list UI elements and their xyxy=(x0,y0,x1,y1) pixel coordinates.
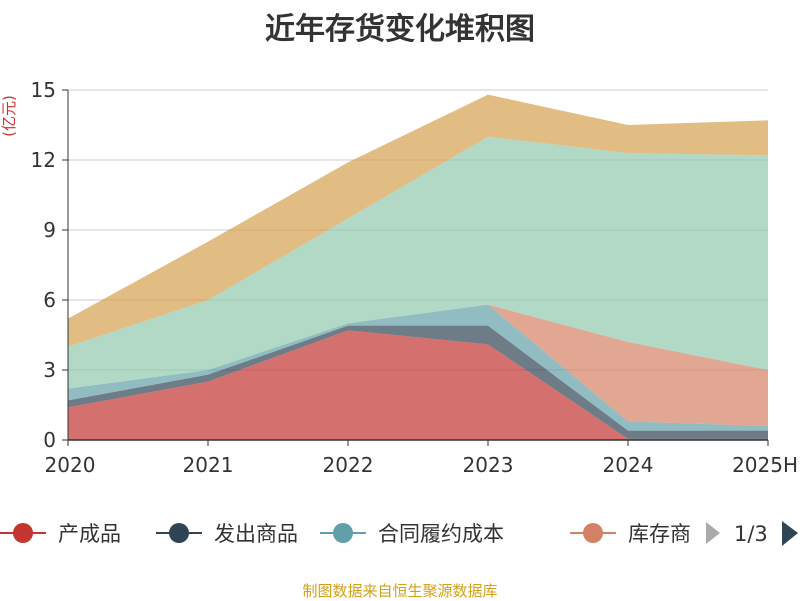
area-series-4[interactable] xyxy=(68,136,768,389)
x-tick-label: 2024 xyxy=(603,453,654,477)
y-tick-label: 0 xyxy=(43,428,56,452)
area-series-0[interactable] xyxy=(68,330,768,440)
legend-marker xyxy=(333,523,353,543)
y-tick-label: 6 xyxy=(43,288,56,312)
legend-item-1[interactable]: 发出商品 xyxy=(156,522,298,546)
legend-label: 发出商品 xyxy=(214,522,298,546)
legend-marker xyxy=(169,523,189,543)
legend-page-indicator: 1/3 xyxy=(734,522,768,546)
prev-page-icon[interactable] xyxy=(706,522,720,544)
legend-marker xyxy=(583,523,603,543)
legend-item-0[interactable]: 产成品 xyxy=(0,522,121,546)
legend-item-2[interactable]: 合同履约成本 xyxy=(320,522,504,546)
y-tick-label: 15 xyxy=(31,78,56,102)
legend-item-3[interactable]: 库存商 xyxy=(570,522,691,546)
legend-pager: 1/3 xyxy=(706,521,798,546)
x-tick-label: 2020 xyxy=(45,453,96,477)
area-series xyxy=(68,94,768,440)
legend-label: 合同履约成本 xyxy=(378,522,504,546)
y-tick-label: 12 xyxy=(31,148,56,172)
x-tick-label: 2025H xyxy=(732,453,798,477)
x-tick-label: 2022 xyxy=(323,453,374,477)
area-series-5[interactable] xyxy=(68,94,768,347)
area-series-3[interactable] xyxy=(68,304,768,426)
x-tick-label: 2023 xyxy=(463,453,514,477)
y-unit-label: (亿元) xyxy=(0,95,18,137)
y-axis: 0 3 6 9 12 15 xyxy=(31,78,69,452)
chart-title: 近年存货变化堆积图 xyxy=(265,12,535,47)
area-series-1[interactable] xyxy=(68,325,768,439)
y-tick-label: 9 xyxy=(43,218,56,242)
legend-label: 产成品 xyxy=(58,522,121,546)
next-page-icon[interactable] xyxy=(782,521,798,546)
legend-label: 库存商 xyxy=(628,522,691,546)
source-note: 制图数据来自恒生聚源数据库 xyxy=(302,582,498,600)
x-tick-label: 2021 xyxy=(183,453,234,477)
x-axis: 2020 2021 2022 2023 2024 2025H xyxy=(45,439,798,477)
y-tick-label: 3 xyxy=(43,358,56,382)
legend-marker xyxy=(13,523,33,543)
area-series-2[interactable] xyxy=(68,304,768,431)
legend: 产成品 发出商品 合同履约成本 库存商 1/3 xyxy=(0,521,798,546)
